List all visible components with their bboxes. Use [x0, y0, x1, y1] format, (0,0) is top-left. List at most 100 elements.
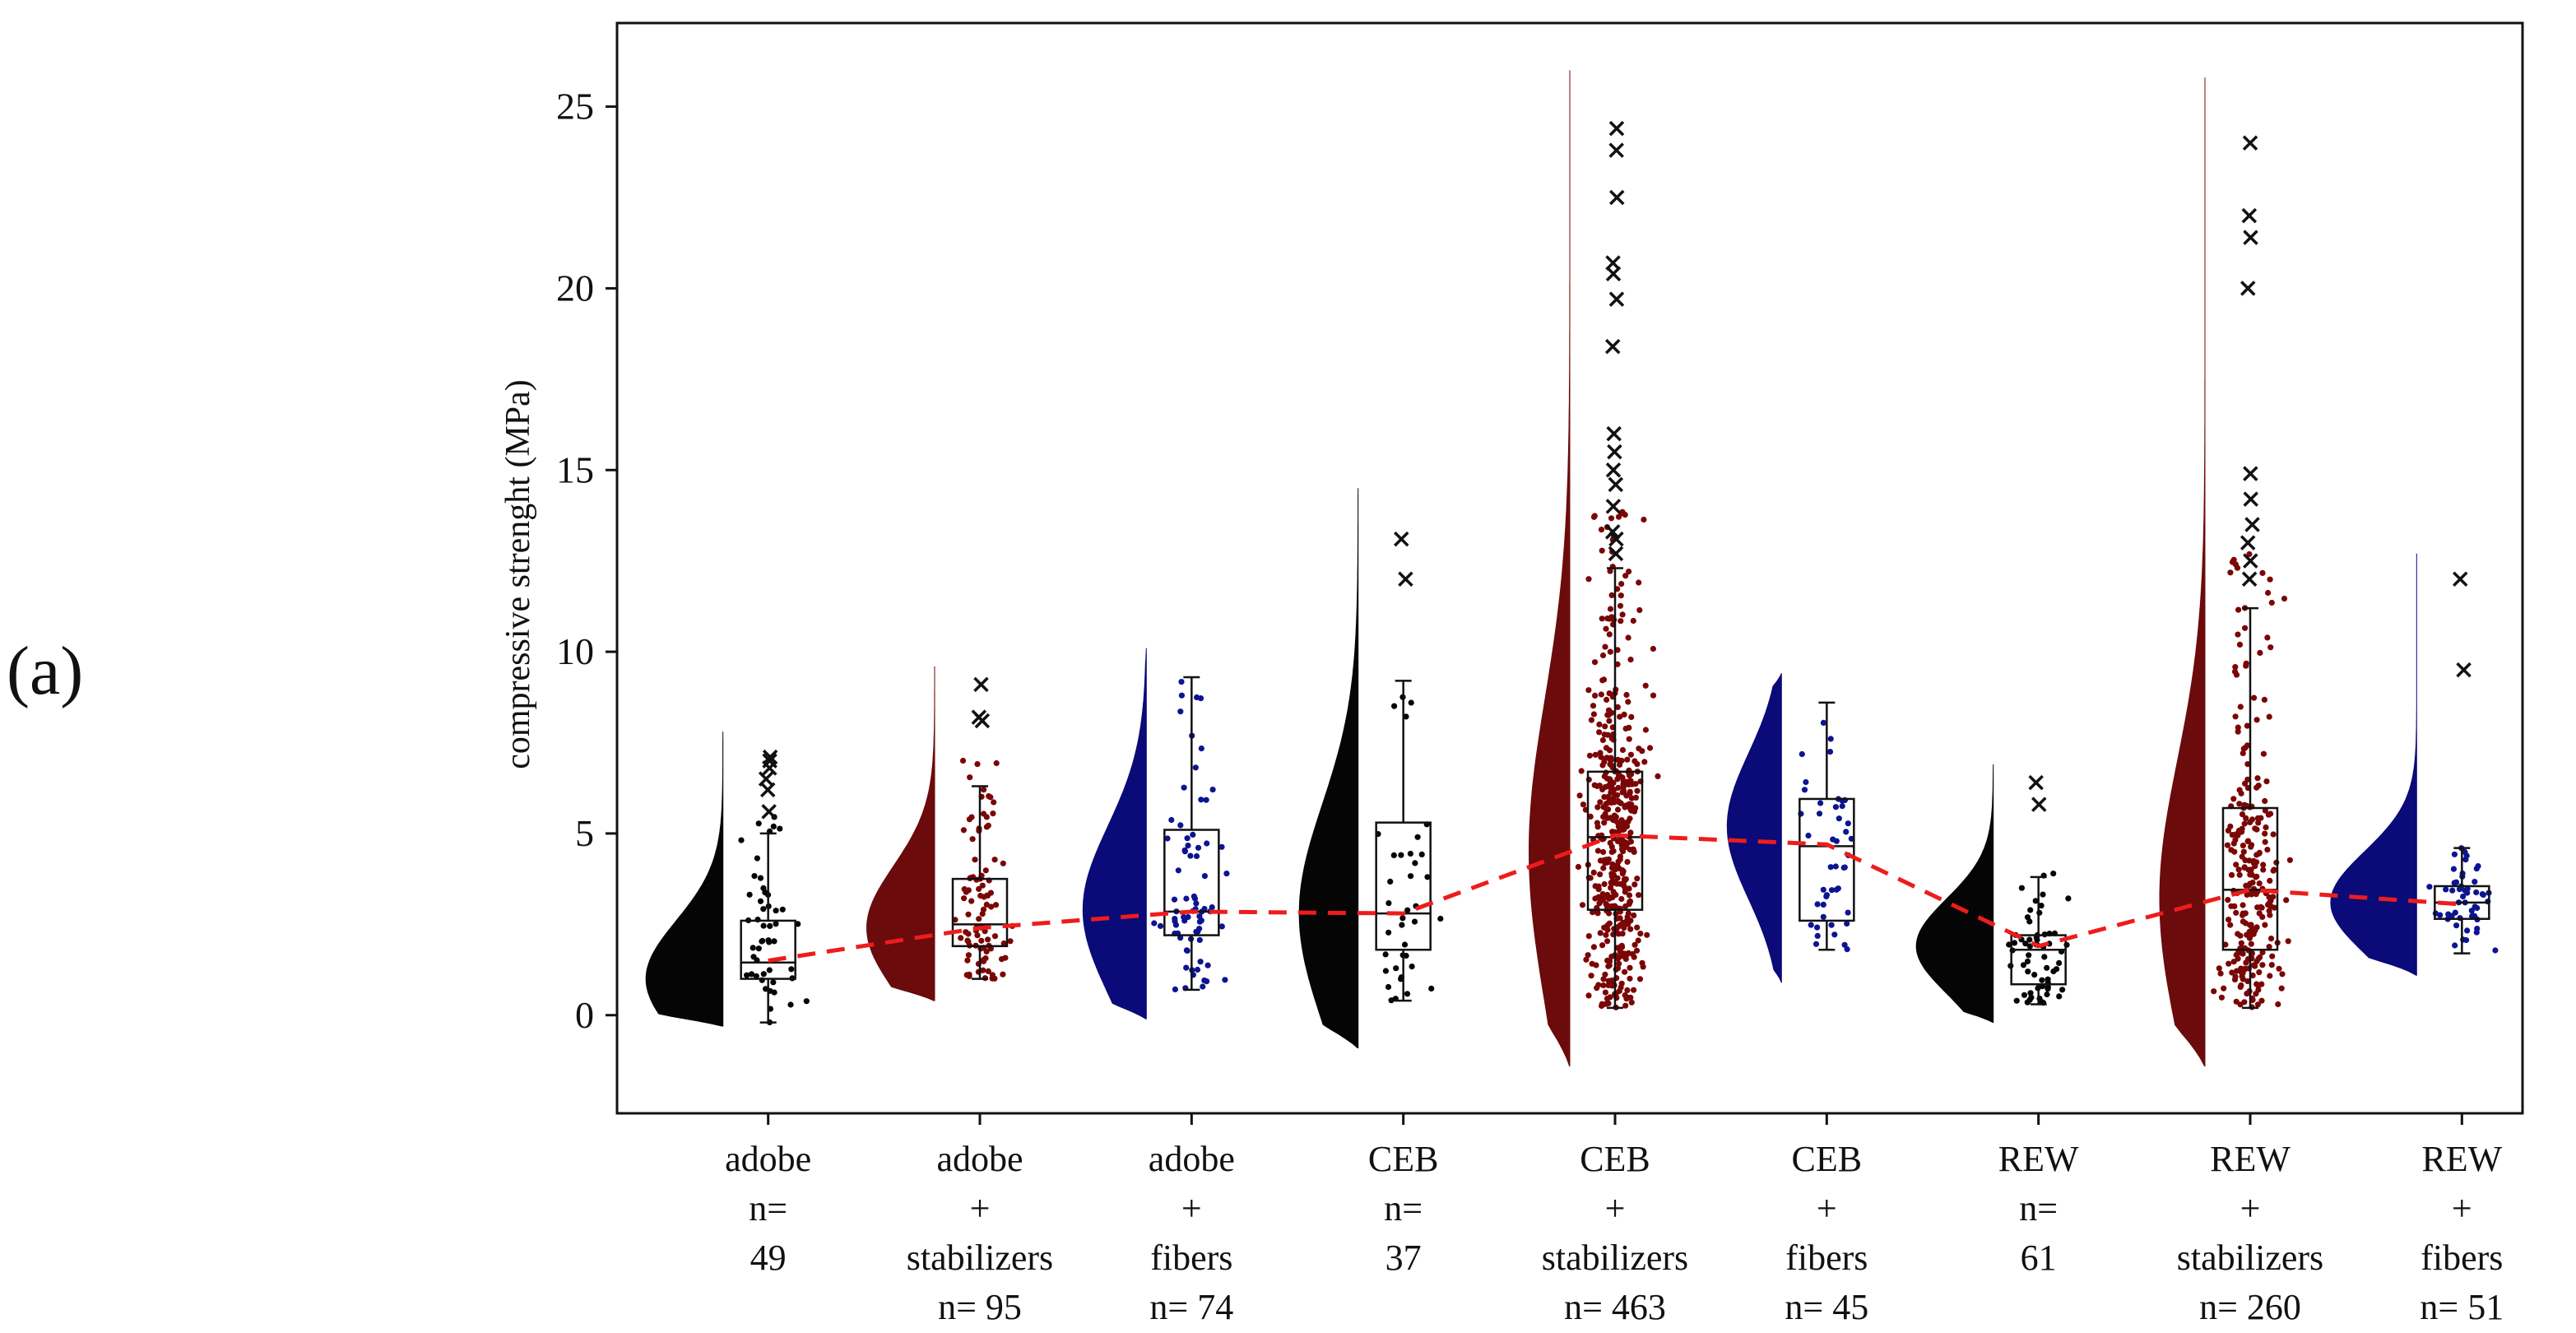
data-point — [754, 855, 761, 862]
data-point — [1157, 922, 1164, 929]
data-point — [2013, 997, 2020, 1004]
outlier-marker — [1604, 524, 1621, 540]
x-tick-label-6-1: n= — [2019, 1188, 2058, 1228]
data-point — [803, 998, 810, 1005]
data-point — [2242, 625, 2249, 631]
data-point — [1625, 778, 1631, 785]
data-point — [2239, 829, 2245, 835]
data-point — [2248, 891, 2255, 898]
data-point — [2275, 1001, 2281, 1008]
data-point — [2259, 962, 2266, 968]
data-point — [1624, 858, 1631, 866]
data-point — [2242, 780, 2249, 787]
x-tick-label-6-2: 61 — [2021, 1238, 2057, 1278]
data-point — [1622, 804, 1628, 810]
data-point — [1627, 926, 1634, 932]
data-point — [2242, 857, 2249, 864]
data-point — [1599, 615, 1605, 622]
data-point — [2250, 928, 2257, 935]
y-tick-label-25: 25 — [556, 86, 594, 128]
data-point — [2056, 959, 2063, 966]
data-point — [2235, 931, 2241, 937]
data-point — [2228, 871, 2235, 878]
data-point — [2241, 999, 2248, 1006]
data-point — [972, 857, 978, 863]
outlier-marker — [1607, 444, 1622, 460]
data-point — [1607, 648, 1613, 655]
data-point — [2244, 991, 2250, 997]
data-point — [2267, 898, 2274, 904]
data-point — [1627, 657, 1634, 663]
data-point — [2044, 991, 2050, 998]
data-point — [1177, 935, 1184, 941]
data-point — [2264, 634, 2271, 641]
data-point — [2260, 750, 2267, 757]
data-point — [1175, 867, 1181, 874]
data-point — [1598, 691, 1604, 698]
data-point — [2248, 842, 2255, 848]
data-point — [2227, 922, 2234, 928]
data-point — [1597, 871, 1604, 878]
data-point — [1618, 895, 1625, 903]
data-point — [1608, 592, 1615, 599]
x-tick-label-1-1: + — [970, 1188, 991, 1228]
data-point — [2022, 941, 2029, 947]
x-tick-label-5-3: n= 45 — [1785, 1287, 1868, 1327]
outlier-marker — [2239, 535, 2256, 550]
data-point — [1814, 901, 1821, 908]
data-point — [2253, 784, 2260, 791]
data-point — [2218, 994, 2225, 1001]
data-point — [1618, 984, 1624, 991]
data-point — [1575, 863, 1581, 871]
density-cloud-0 — [645, 732, 724, 1027]
data-point — [746, 891, 753, 898]
data-point — [2021, 992, 2028, 998]
data-point — [2271, 904, 2277, 911]
data-point — [2236, 641, 2244, 648]
data-point — [991, 933, 999, 940]
data-point — [2279, 971, 2286, 978]
data-point — [2243, 662, 2249, 669]
data-point — [1601, 759, 1608, 765]
data-point — [2235, 866, 2242, 873]
x-tick-label-8-0: REW — [2421, 1139, 2502, 1179]
data-point — [1588, 973, 1594, 979]
data-point — [2262, 797, 2268, 805]
data-point — [2231, 848, 2238, 855]
outlier-marker — [2028, 774, 2044, 791]
data-point — [2032, 898, 2039, 904]
data-point — [1616, 827, 1623, 834]
data-point — [1193, 900, 1200, 907]
data-point — [2474, 926, 2481, 932]
data-point — [958, 935, 964, 941]
data-point — [771, 938, 777, 945]
data-point — [757, 875, 764, 881]
data-point — [1611, 799, 1618, 806]
y-tick-label-5: 5 — [575, 812, 594, 854]
x-tick-label-2-0: adobe — [1149, 1139, 1235, 1179]
data-point — [1398, 852, 1404, 858]
x-tick-label-6-0: REW — [1998, 1139, 2079, 1179]
points-layer — [738, 509, 2499, 1026]
data-point — [2233, 968, 2240, 974]
data-point — [1604, 938, 1611, 945]
data-point — [1609, 861, 1616, 867]
data-point — [759, 938, 765, 945]
data-point — [766, 939, 773, 945]
data-point — [2267, 877, 2273, 884]
data-point — [1633, 947, 1641, 954]
data-point — [1634, 761, 1641, 768]
data-point — [1828, 887, 1836, 894]
data-point — [1204, 840, 1210, 847]
data-point — [980, 958, 987, 964]
data-point — [963, 972, 970, 978]
data-point — [1600, 676, 1608, 683]
data-point — [2244, 978, 2251, 985]
data-point — [1635, 937, 1641, 944]
x-tick-label-8-1: + — [2452, 1188, 2472, 1228]
data-point — [1622, 1002, 1629, 1009]
data-point — [2249, 972, 2256, 979]
data-point — [992, 902, 1000, 908]
data-point — [1181, 913, 1187, 921]
